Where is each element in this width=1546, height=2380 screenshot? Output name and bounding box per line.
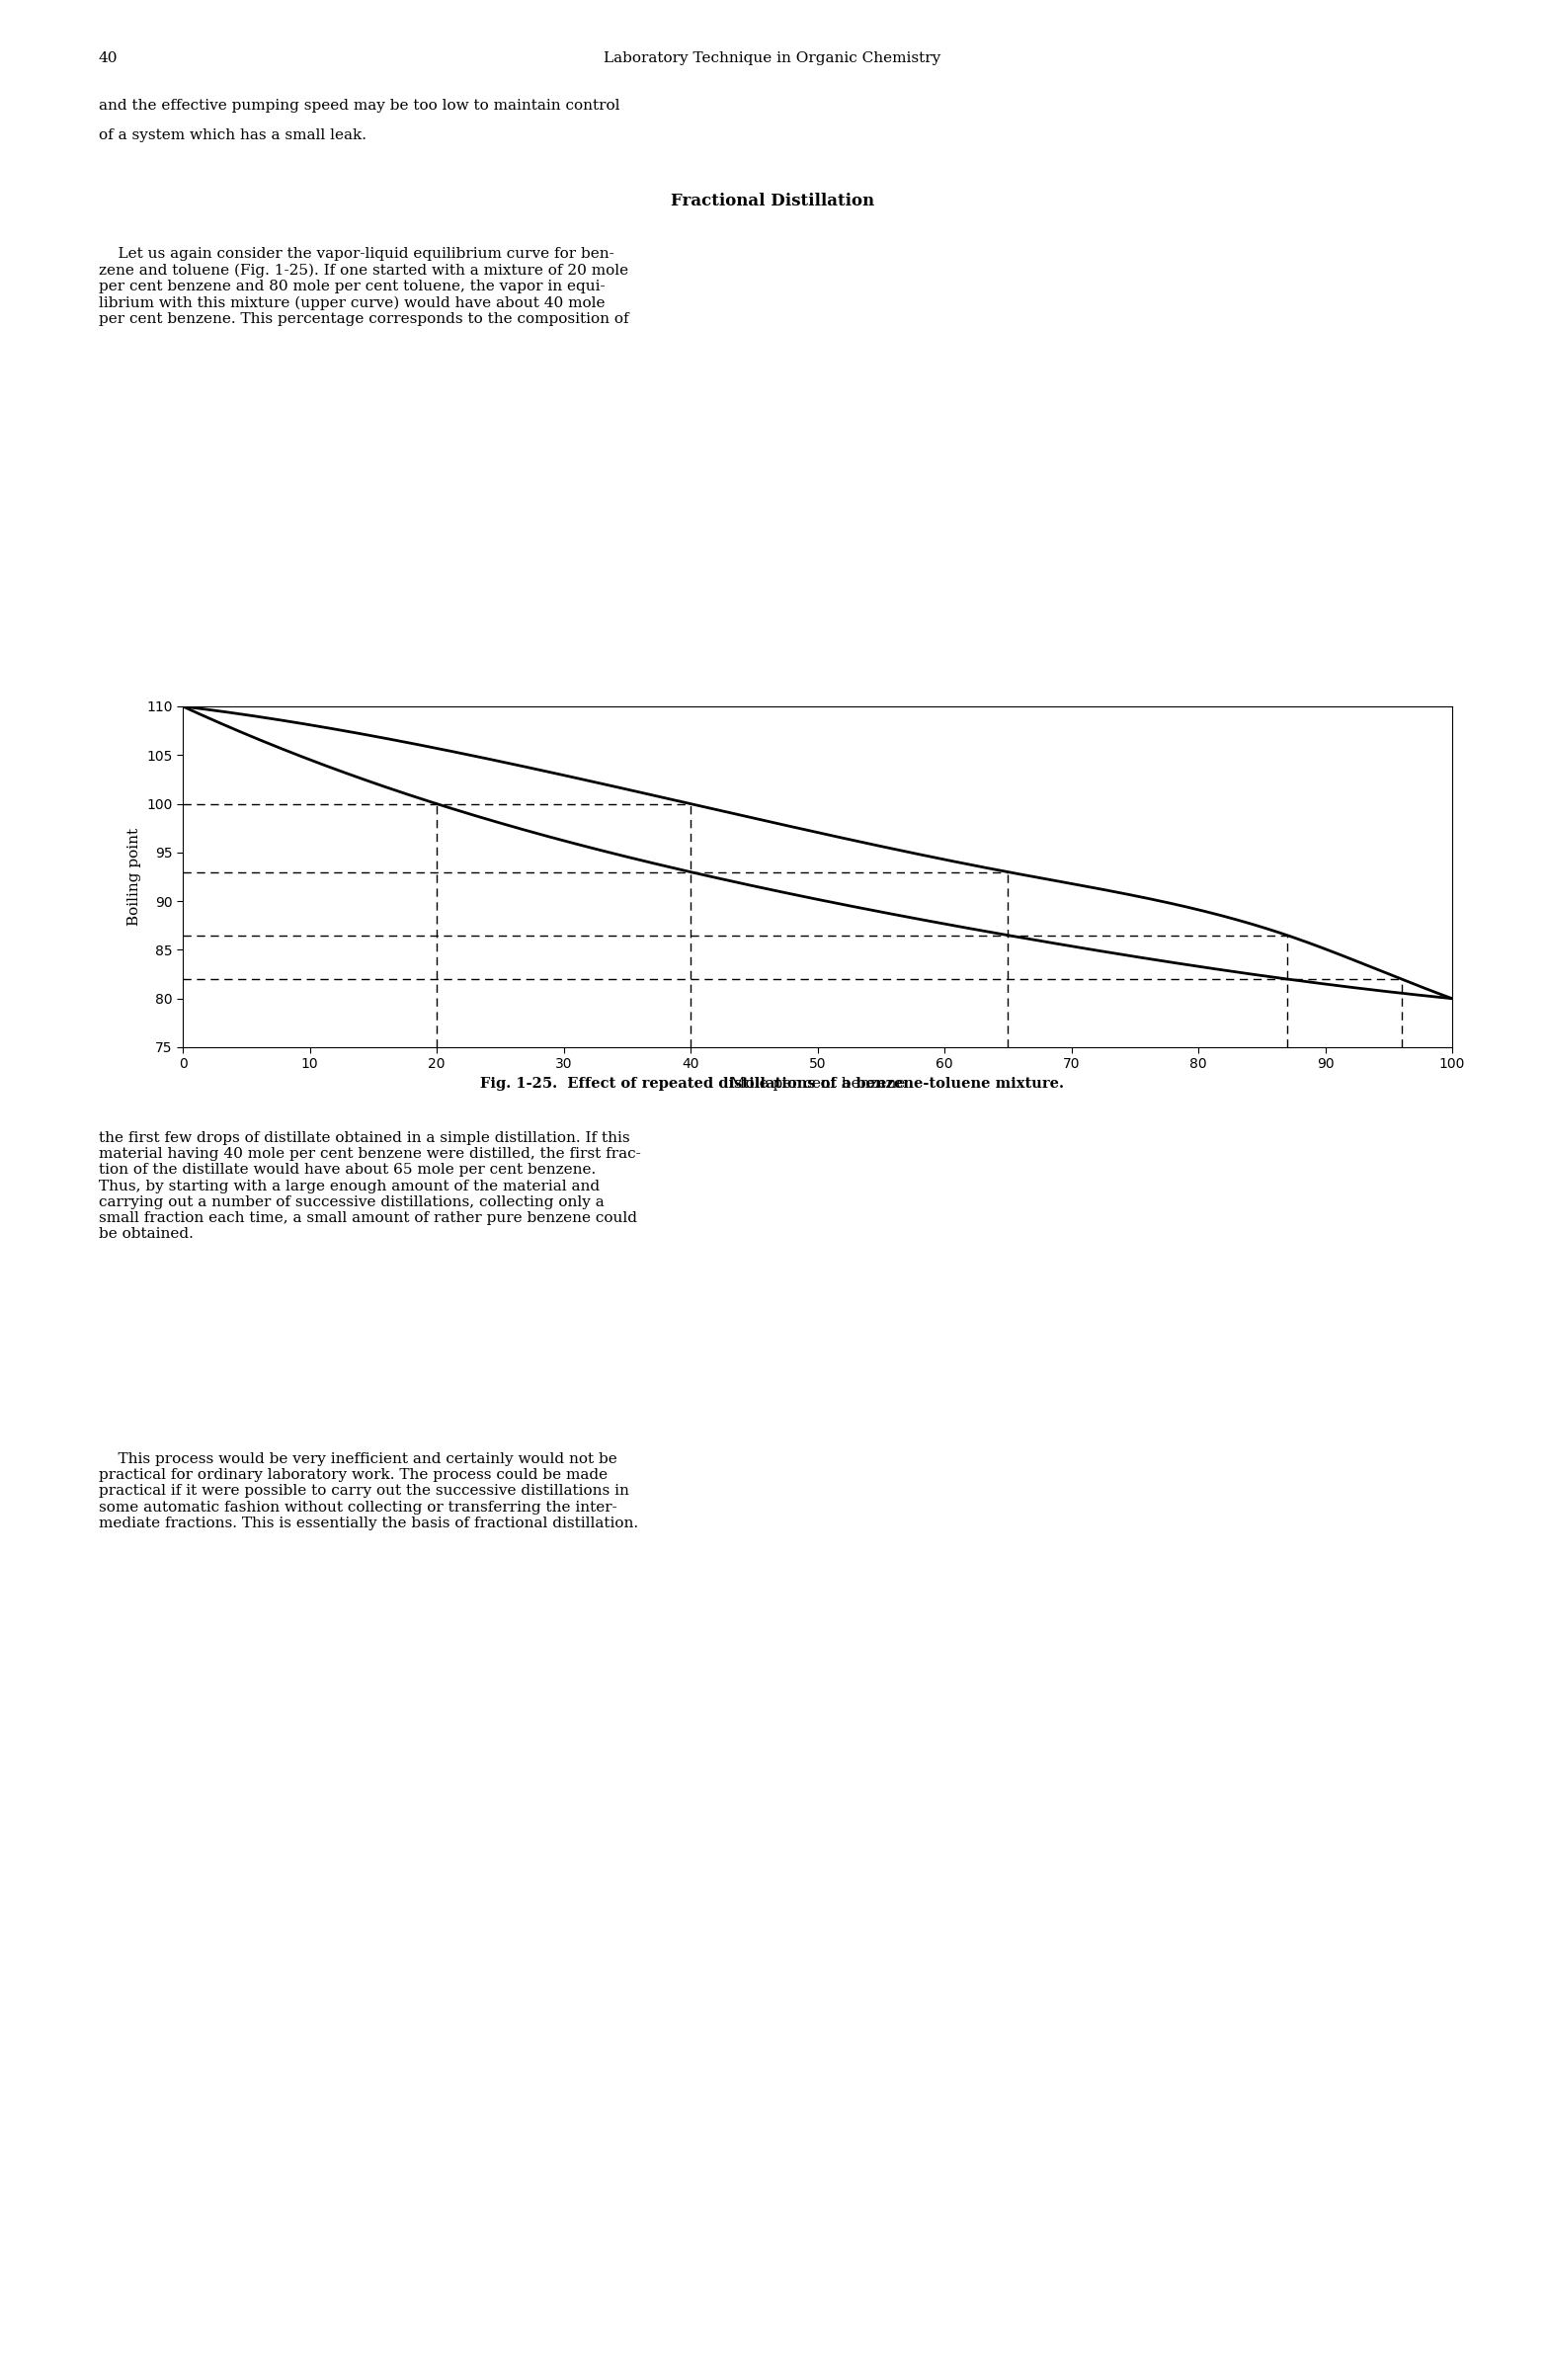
Text: and the effective pumping speed may be too low to maintain control: and the effective pumping speed may be t…	[99, 100, 620, 112]
Text: Fractional Distillation: Fractional Distillation	[671, 193, 875, 209]
Text: This process would be very inefficient and certainly would not be
practical for : This process would be very inefficient a…	[99, 1452, 638, 1530]
Text: Let us again consider the vapor-liquid equilibrium curve for ben-
zene and tolue: Let us again consider the vapor-liquid e…	[99, 248, 629, 326]
Y-axis label: Boiling point: Boiling point	[127, 828, 141, 926]
Text: of a system which has a small leak.: of a system which has a small leak.	[99, 129, 366, 143]
X-axis label: Mole per cent benzene: Mole per cent benzene	[730, 1076, 904, 1090]
Text: Laboratory Technique in Organic Chemistry: Laboratory Technique in Organic Chemistr…	[604, 52, 942, 64]
Text: the first few drops of distillate obtained in a simple distillation. If this
mat: the first few drops of distillate obtain…	[99, 1130, 642, 1240]
Text: Fig. 1-25.  Effect of repeated distillations of a benzene-toluene mixture.: Fig. 1-25. Effect of repeated distillati…	[481, 1076, 1064, 1090]
Text: 40: 40	[99, 52, 117, 64]
